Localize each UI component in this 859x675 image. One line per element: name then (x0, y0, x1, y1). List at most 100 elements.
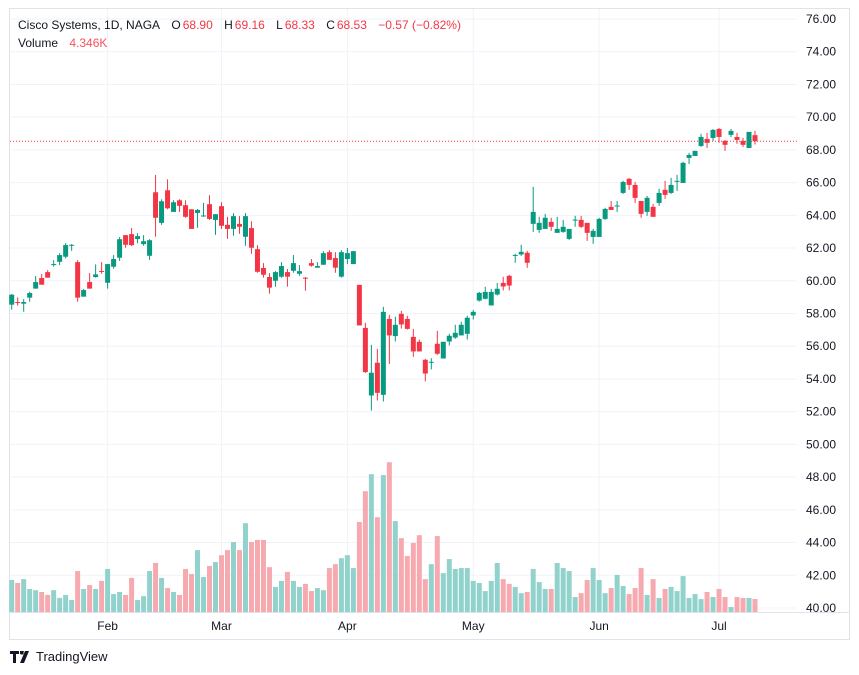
candle[interactable] (117, 237, 123, 261)
candle[interactable] (314, 262, 320, 268)
candle[interactable] (296, 265, 302, 276)
candle[interactable] (75, 260, 81, 302)
candle[interactable] (752, 130, 758, 145)
candle[interactable] (284, 268, 290, 287)
candle[interactable] (224, 216, 230, 239)
candle[interactable] (416, 339, 422, 352)
candle[interactable] (476, 291, 482, 302)
candle[interactable] (704, 132, 710, 148)
candle[interactable] (668, 177, 674, 194)
candle[interactable] (680, 161, 686, 183)
candle[interactable] (93, 264, 99, 278)
candle[interactable] (51, 260, 57, 267)
candle[interactable] (686, 152, 692, 164)
candle[interactable] (129, 228, 135, 247)
candle[interactable] (201, 202, 207, 217)
candle[interactable] (266, 273, 272, 294)
candle[interactable] (410, 328, 416, 357)
candle[interactable] (260, 263, 266, 278)
candle[interactable] (123, 235, 129, 248)
candle[interactable] (674, 174, 680, 191)
candle[interactable] (566, 228, 572, 240)
candle[interactable] (33, 276, 39, 289)
candle[interactable] (320, 251, 326, 265)
candle[interactable] (386, 314, 392, 364)
candle[interactable] (692, 150, 698, 156)
candle[interactable] (111, 255, 117, 269)
candle[interactable] (452, 324, 458, 339)
candle[interactable] (21, 298, 27, 312)
candle[interactable] (272, 271, 278, 287)
candle[interactable] (332, 252, 338, 273)
candle[interactable] (746, 131, 752, 148)
candle[interactable] (242, 213, 248, 246)
candle[interactable] (356, 284, 362, 326)
candle[interactable] (213, 214, 219, 235)
candle[interactable] (308, 259, 314, 267)
candle[interactable] (482, 286, 488, 300)
candle[interactable] (626, 177, 632, 190)
candle[interactable] (518, 244, 524, 256)
candle[interactable] (57, 253, 63, 266)
candle[interactable] (530, 186, 536, 232)
candle[interactable] (177, 199, 183, 212)
candle[interactable] (15, 297, 21, 306)
candle[interactable] (392, 316, 398, 342)
candle[interactable] (147, 239, 153, 260)
candle[interactable] (362, 322, 368, 373)
candle[interactable] (236, 216, 242, 234)
candle[interactable] (153, 174, 159, 237)
candle[interactable] (716, 127, 722, 143)
candle[interactable] (638, 200, 644, 218)
candle[interactable] (650, 203, 656, 217)
candle[interactable] (662, 180, 668, 199)
candle[interactable] (500, 276, 506, 291)
candle[interactable] (159, 199, 165, 225)
candle[interactable] (105, 264, 111, 289)
candle[interactable] (69, 244, 75, 251)
candle[interactable] (45, 270, 51, 278)
candle[interactable] (728, 128, 734, 137)
candle[interactable] (710, 128, 716, 141)
candle[interactable] (464, 315, 470, 340)
candle[interactable] (404, 315, 410, 330)
candle[interactable] (326, 250, 332, 260)
candle[interactable] (458, 321, 464, 336)
candle[interactable] (584, 222, 590, 241)
candle[interactable] (488, 288, 494, 306)
candle[interactable] (512, 253, 518, 263)
candle[interactable] (572, 215, 578, 227)
candle[interactable] (422, 358, 428, 382)
candle[interactable] (536, 216, 542, 233)
candle[interactable] (39, 274, 45, 285)
candle[interactable] (698, 133, 704, 147)
tradingview-logo[interactable]: TradingView (10, 649, 108, 664)
candle[interactable] (722, 139, 728, 151)
candle[interactable] (183, 200, 189, 218)
candle[interactable] (380, 306, 386, 402)
candle[interactable] (632, 181, 638, 203)
candle[interactable] (548, 217, 554, 231)
candle[interactable] (141, 235, 147, 246)
candle[interactable] (554, 216, 560, 233)
candle[interactable] (578, 215, 584, 228)
candle[interactable] (87, 273, 93, 289)
candle[interactable] (446, 333, 452, 346)
price-axis[interactable]: 40.00 42.00 44.00 46.00 48.00 50.00 52.00 54.00… (806, 12, 836, 615)
candle[interactable] (428, 358, 434, 370)
candle[interactable] (614, 200, 620, 212)
candle[interactable] (602, 207, 608, 220)
candle[interactable] (254, 245, 260, 273)
candle[interactable] (620, 180, 626, 194)
candle[interactable] (219, 202, 225, 229)
candle[interactable] (350, 251, 356, 265)
candle[interactable] (734, 132, 740, 144)
candle[interactable] (338, 250, 344, 278)
candle[interactable] (506, 274, 512, 291)
candle[interactable] (63, 243, 69, 259)
candle[interactable] (434, 330, 440, 355)
candle[interactable] (9, 294, 15, 310)
candle[interactable] (398, 310, 404, 329)
candle[interactable] (81, 288, 87, 297)
